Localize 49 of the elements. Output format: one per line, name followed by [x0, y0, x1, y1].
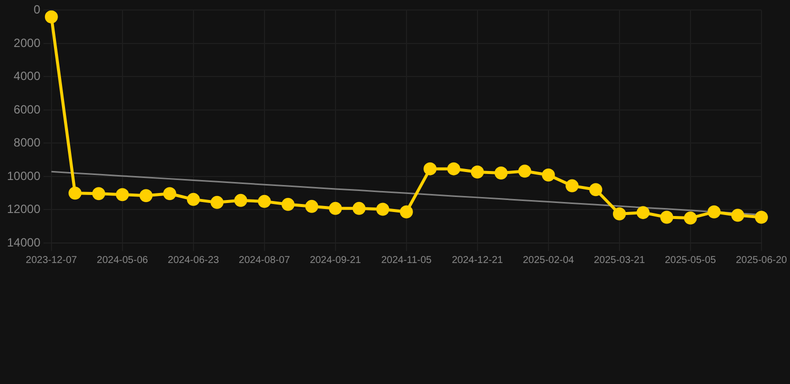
x-tick-label: 2024-09-21	[310, 254, 362, 266]
point	[116, 188, 129, 202]
x-tick-label: 2024-12-21	[452, 254, 504, 266]
x-tick-label: 2024-11-05	[381, 254, 432, 266]
point	[140, 189, 153, 202]
point	[518, 164, 532, 178]
point	[92, 187, 106, 200]
x-tick-label: 2025-06-20	[736, 254, 788, 266]
point	[424, 162, 437, 176]
y-tick-label: 0	[34, 2, 41, 17]
y-tick-label: 10000	[6, 168, 41, 183]
x-tick-label: 2024-05-06	[96, 254, 148, 266]
point	[589, 183, 602, 196]
x-tick-label: 2025-03-21	[594, 254, 646, 266]
x-tick-label: 2023-12-07	[26, 254, 78, 266]
point	[234, 194, 248, 207]
point	[754, 210, 768, 224]
point	[163, 187, 176, 200]
point	[612, 207, 626, 220]
point	[210, 196, 224, 209]
y-tick-label: 2000	[14, 36, 41, 50]
point	[328, 202, 342, 215]
point	[68, 186, 82, 200]
y-tick-label: 8000	[14, 136, 41, 150]
point	[305, 200, 318, 213]
y-tick-label: 4000	[14, 69, 41, 84]
point	[376, 202, 390, 216]
point	[731, 208, 744, 222]
point	[494, 166, 508, 180]
point	[282, 198, 295, 211]
point	[447, 162, 460, 176]
y-tick-label: 14000	[6, 235, 41, 250]
y-tick-label: 12000	[6, 202, 41, 216]
point	[542, 168, 555, 182]
x-tick-label: 2024-06-23	[168, 254, 220, 266]
point	[400, 205, 413, 218]
point	[470, 165, 484, 178]
point	[352, 202, 366, 215]
x-tick-label: 2024-08-07	[238, 254, 290, 266]
point	[636, 206, 650, 220]
point	[684, 212, 697, 225]
x-tick-label: 2025-05-05	[664, 254, 716, 266]
point	[186, 192, 200, 206]
point	[708, 205, 721, 218]
point	[258, 194, 271, 208]
point	[660, 210, 674, 224]
x-tick-label: 2025-02-04	[522, 254, 574, 266]
point	[566, 179, 579, 192]
y-tick-label: 6000	[14, 102, 41, 116]
